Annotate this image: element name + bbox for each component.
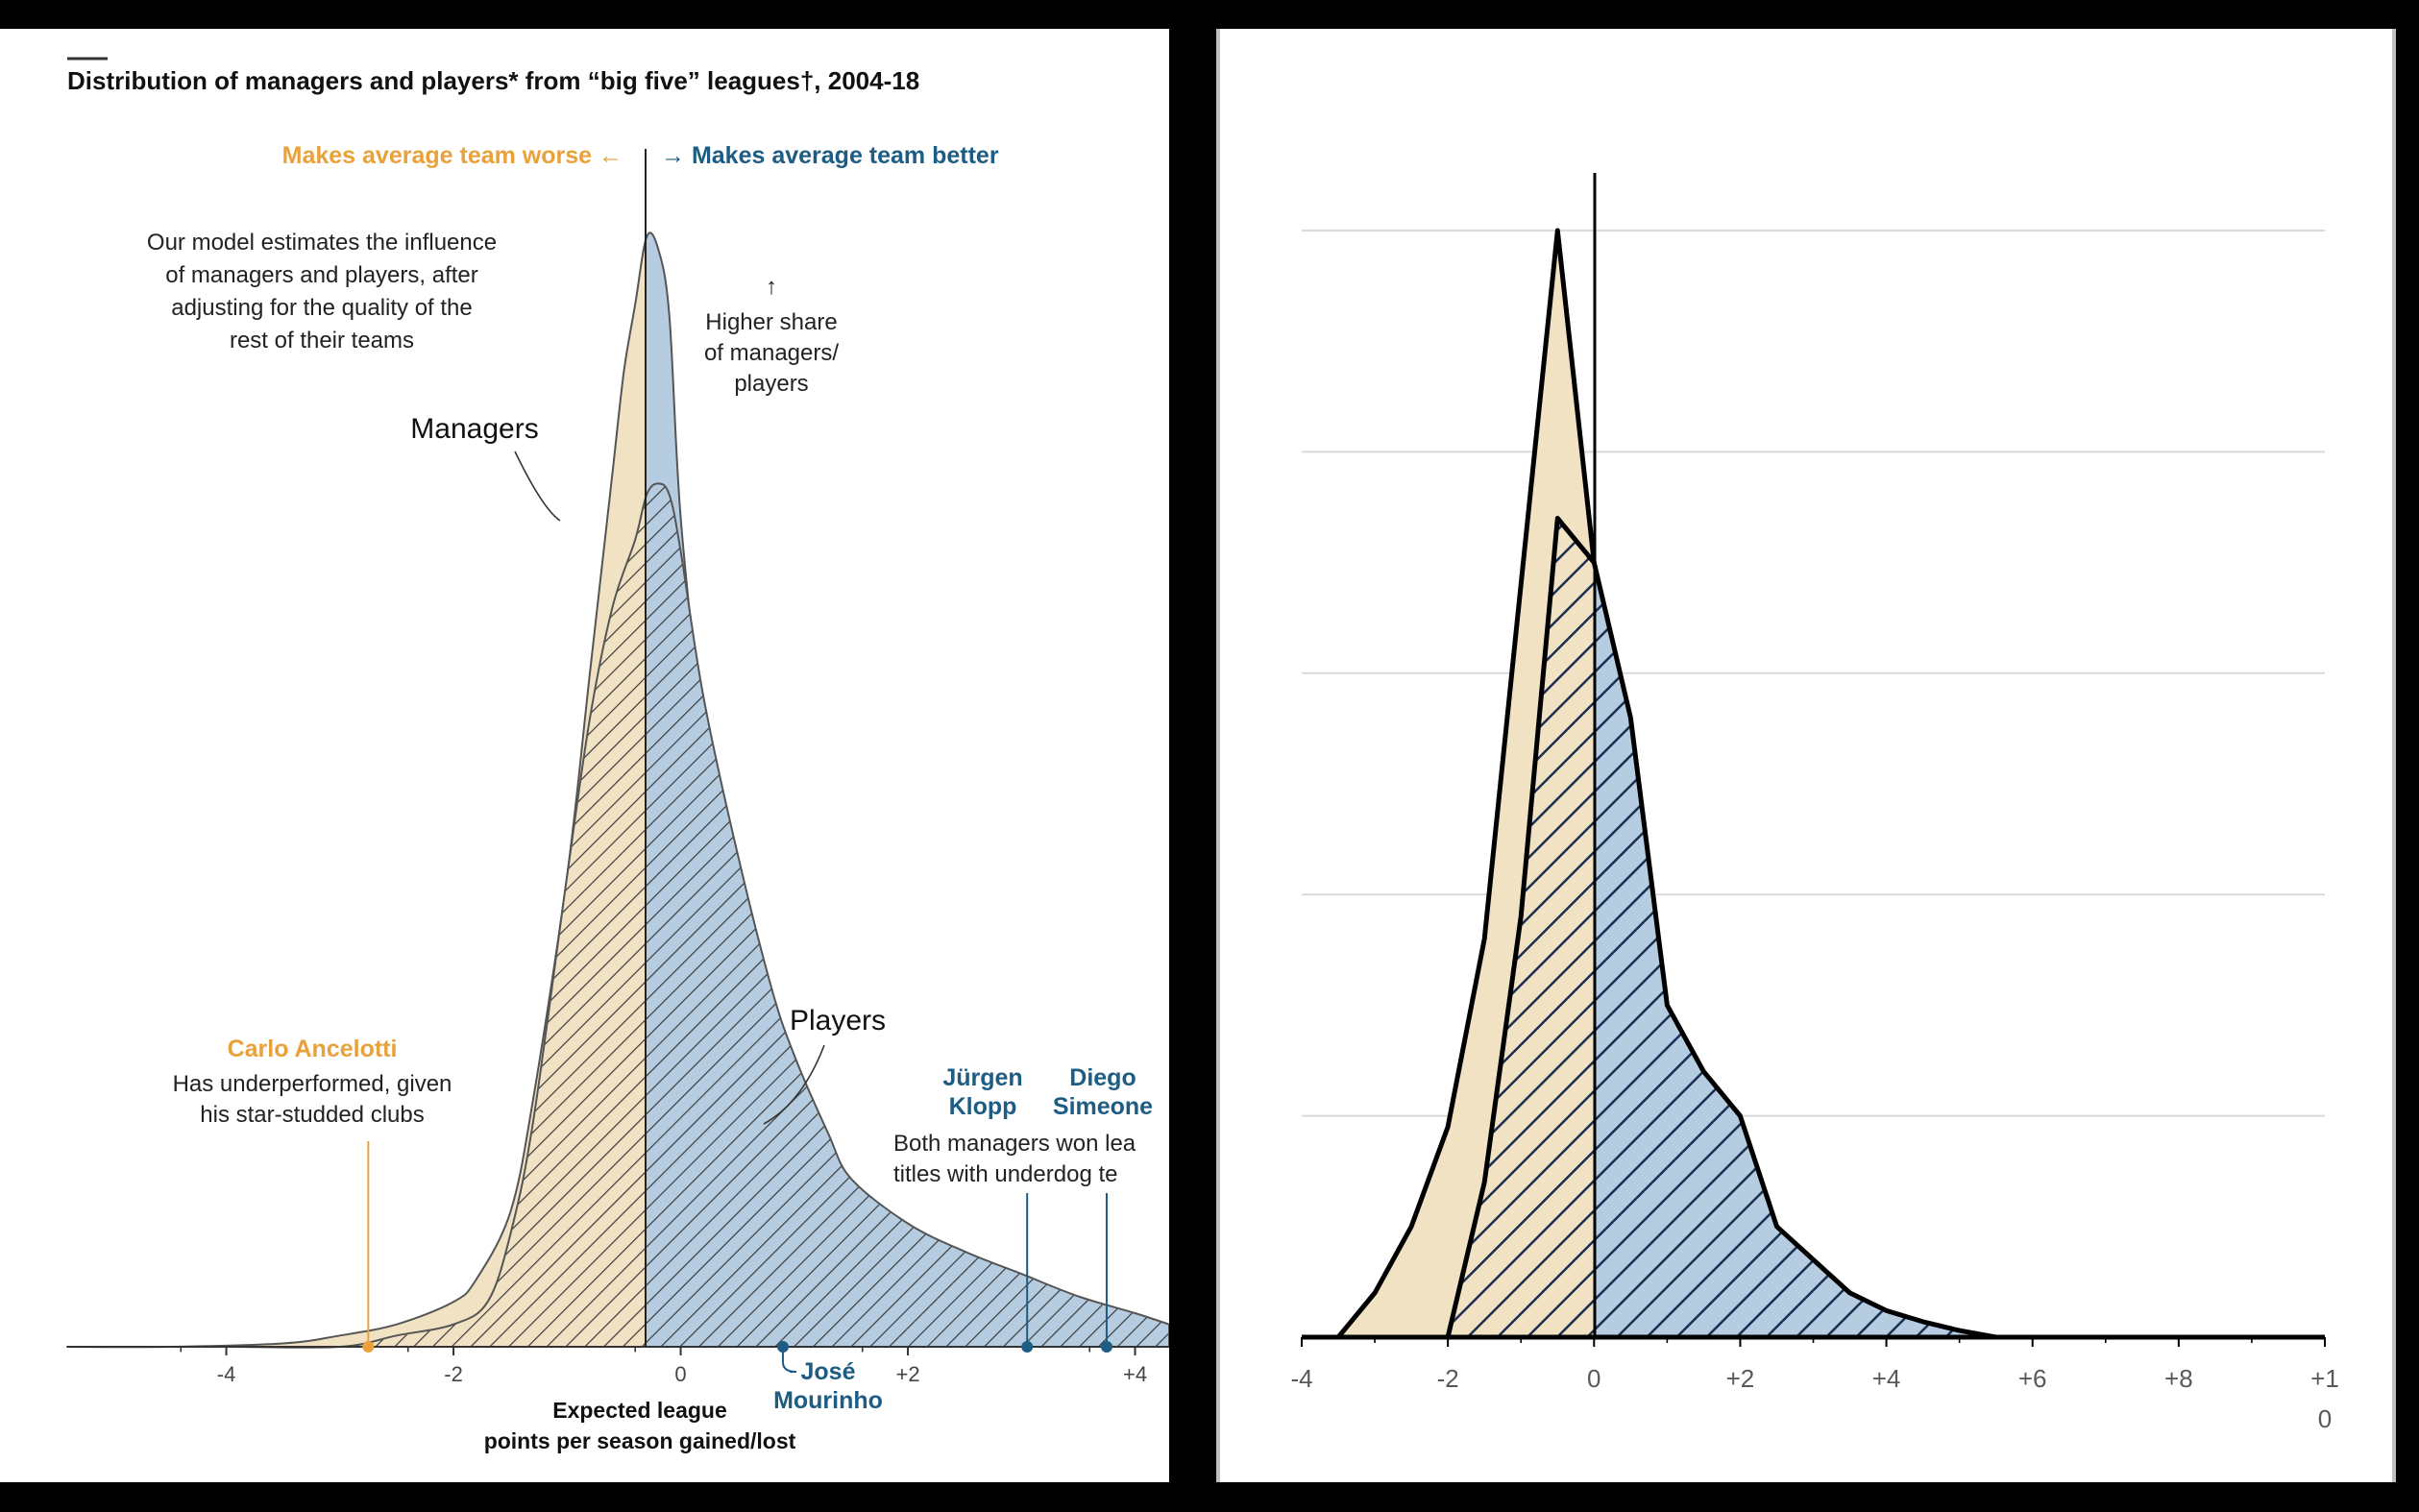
players-hatch [1448, 518, 1996, 1337]
arrow-note-line-2: of managers/ [704, 340, 839, 366]
managers-label: Managers [410, 413, 538, 445]
players-outline [1445, 516, 1999, 1340]
x-tick-label: +6 [2018, 1364, 2047, 1393]
both-note-line-1: Both managers won lea [893, 1131, 1136, 1157]
up-arrow-icon: ↑ [766, 274, 777, 300]
model-note-line-2: of managers and players, after [165, 262, 478, 288]
players-label: Players [790, 1005, 886, 1036]
model-note-line-3: adjusting for the quality of the [171, 295, 473, 321]
better-label: → Makes average team better [661, 142, 999, 169]
simeone-name-line-2: Simeone [1053, 1093, 1153, 1120]
model-note-line-4: rest of their teams [230, 328, 414, 354]
right-distribution-areas [1335, 228, 1999, 1340]
model-note-line-1: Our model estimates the influence [147, 230, 497, 256]
mourinho-leader [781, 1347, 796, 1373]
x-tick-label: -4 [217, 1362, 236, 1386]
arrow-note-line-1: Higher share [705, 309, 837, 335]
x-tick-label: +2 [895, 1362, 919, 1386]
mourinho-name-line-2: Mourinho [773, 1387, 883, 1414]
ancelotti-note-line-2: his star-studded clubs [200, 1102, 424, 1128]
worse-label: Makes average team worse ← [282, 142, 623, 169]
x-tick-label: +1 [2310, 1364, 2339, 1393]
x-tick-label: -4 [1290, 1364, 1312, 1393]
left-x-ticks: -4 -2 0 +2 +4 [180, 1347, 1147, 1386]
players-outline [66, 482, 1169, 1349]
klopp-dot [1021, 1341, 1034, 1353]
players-leader [763, 1044, 825, 1125]
x-tick-label: +4 [1872, 1364, 1901, 1393]
ancelotti-dot [362, 1341, 375, 1353]
x-tick-label: 0 [674, 1362, 686, 1386]
left-chart: Distribution of managers and players* fr… [66, 57, 1169, 1453]
x-axis-title-line-2: points per season gained/lost [484, 1428, 796, 1453]
right-x-ticks: -4 -2 0 +2 +4 +6 +8 +1 0 [1290, 1337, 2339, 1433]
right-chart-panel: -4 -2 0 +2 +4 +6 +8 +1 0 [1216, 29, 2396, 1482]
ancelotti-note-line-1: Has underperformed, given [173, 1071, 452, 1097]
managers-leader [514, 451, 561, 522]
ancelotti-name: Carlo Ancelotti [228, 1036, 398, 1062]
arrow-note-line-3: players [734, 371, 808, 397]
x-tick-label: +4 [1123, 1362, 1147, 1386]
left-chart-panel: Distribution of managers and players* fr… [0, 29, 1169, 1482]
x-tick-label: 0 [1587, 1364, 1600, 1393]
both-note-line-2: titles with underdog te [893, 1161, 1117, 1187]
simeone-name-line-1: Diego [1069, 1064, 1136, 1091]
klopp-name-line-2: Klopp [949, 1093, 1017, 1120]
mourinho-name-line-1: José [801, 1358, 856, 1385]
left-distribution-areas [66, 232, 1169, 1349]
x-tick-label: -2 [1437, 1364, 1459, 1393]
x-tick-label: +8 [2164, 1364, 2193, 1393]
klopp-name-line-1: Jürgen [942, 1064, 1022, 1091]
simeone-dot [1100, 1341, 1112, 1353]
chart-title: Distribution of managers and players* fr… [67, 66, 919, 95]
x-axis-title-line-1: Expected league [552, 1398, 727, 1423]
x-tick-label: -2 [444, 1362, 463, 1386]
right-gridlines [1302, 230, 2325, 1117]
players-hatch [67, 483, 1169, 1348]
right-chart: -4 -2 0 +2 +4 +6 +8 +1 0 [1290, 173, 2339, 1433]
x-tick-label: 0 [2318, 1404, 2332, 1433]
x-tick-label: +2 [1726, 1364, 1755, 1393]
